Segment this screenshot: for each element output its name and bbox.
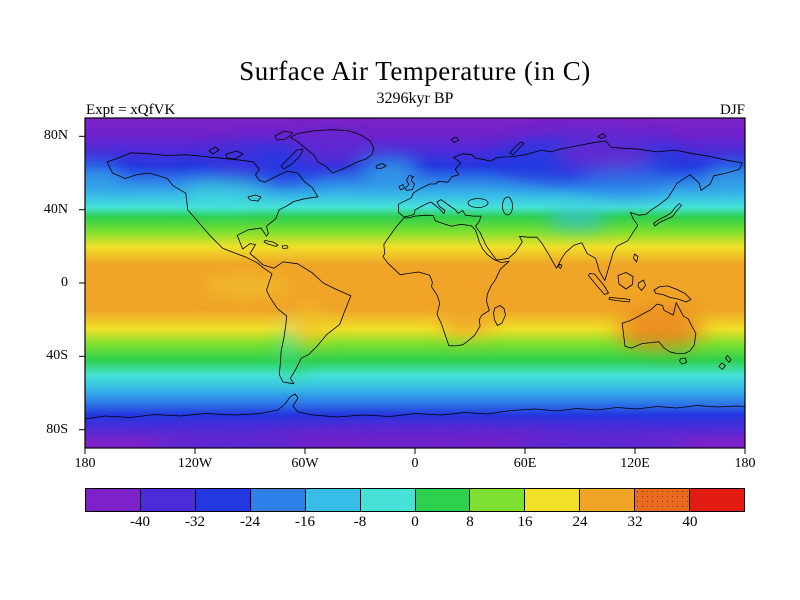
colorbar-tick-label: 0: [411, 514, 419, 530]
black-sea-outline: [467, 198, 489, 208]
latitude-axis: 80N 40N 0 40S 80S: [0, 118, 78, 448]
latitude-tick-label: 40N: [43, 202, 68, 217]
java-coastline: [608, 297, 631, 303]
colorbar-cell: [525, 489, 581, 511]
temperature-field: [85, 118, 745, 448]
victoria-island-coastline: [225, 150, 244, 160]
australia-coastline: [621, 302, 697, 354]
colorbar-cell: [580, 489, 636, 511]
novaya-zemlya-coastline: [509, 141, 525, 156]
colorbar-cell: [690, 489, 745, 511]
experiment-label: Expt = xQfVK: [86, 102, 176, 118]
new-zealand-south-coastline: [718, 362, 726, 370]
longitude-tick-label: 180: [734, 456, 756, 471]
world-map-svg: [79, 117, 746, 454]
colorbar-cell: [250, 489, 306, 511]
colorbar-cell: [86, 489, 141, 511]
americas-coastline: [106, 152, 352, 385]
season-label: DJF: [719, 102, 745, 118]
great-lakes-outline: [247, 194, 262, 202]
cuba-coastline: [263, 240, 279, 247]
severnaya-zemlya-coastline: [597, 133, 607, 139]
caspian-sea-outline: [502, 196, 513, 216]
eurasia-coastline: [398, 140, 743, 281]
colorbar-tick-label: 32: [627, 514, 643, 530]
longitude-tick-label: 0: [411, 456, 419, 471]
latitude-tick-label: 80N: [43, 128, 68, 143]
longitude-tick-label: 120E: [620, 456, 650, 471]
longitude-tick-label: 60E: [513, 456, 537, 471]
map-area: [77, 116, 753, 456]
map-frame: [84, 117, 746, 449]
ellesmere-island-coastline: [274, 130, 294, 141]
hispaniola-coastline: [281, 245, 289, 249]
sulawesi-coastline: [637, 279, 646, 291]
britain-coastline: [405, 175, 415, 191]
new-zealand-north-coastline: [725, 355, 732, 363]
philippines-coastline: [633, 253, 639, 263]
longitude-tick-label: 120W: [177, 456, 213, 471]
colorbar-tick-label: -8: [353, 514, 367, 530]
colorbar-axis: -40 -32 -24 -16 -8 0 8 16 24 32 40: [85, 514, 745, 534]
colorbar-cell: [305, 489, 361, 511]
ireland-coastline: [398, 184, 405, 191]
longitude-tick-label: 60W: [291, 456, 319, 471]
colorbar: [85, 488, 745, 512]
colorbar-tick-label: -16: [295, 514, 315, 530]
chart-subtitle: 3296kyr BP: [376, 90, 454, 107]
greenland-coastline: [289, 129, 375, 174]
latitude-tick-label: 80S: [46, 422, 68, 437]
borneo-coastline: [617, 272, 634, 290]
sumatra-coastline: [588, 273, 609, 295]
colorbar-tick-label: 16: [517, 514, 533, 530]
colorbar-cell: [415, 489, 471, 511]
africa-coastline: [382, 214, 510, 347]
axis-ticks: [79, 135, 746, 454]
madagascar-coastline: [493, 305, 506, 326]
svalbard-coastline: [450, 136, 460, 143]
colorbar-tick-label: -32: [185, 514, 205, 530]
iceland-coastline: [375, 163, 387, 169]
new-guinea-coastline: [653, 285, 692, 303]
banks-island-coastline: [208, 146, 220, 155]
colorbar-tick-label: 24: [572, 514, 588, 530]
japan-coastline: [653, 203, 682, 227]
colorbar-cell: [635, 489, 691, 511]
coastlines: [85, 129, 745, 420]
longitude-axis: 180 120W 60W 0 60E 120E 180: [75, 456, 756, 474]
colorbar-tick-label: -24: [240, 514, 260, 530]
colorbar-cell: [195, 489, 251, 511]
antarctica-coastline: [85, 393, 745, 420]
colorbar-cell: [470, 489, 526, 511]
latitude-tick-label: 40S: [46, 348, 68, 363]
colorbar-tick-label: 8: [466, 514, 474, 530]
baffin-island-coastline: [280, 148, 304, 170]
chart-title: Surface Air Temperature (in C): [239, 56, 591, 86]
longitude-tick-label: 180: [74, 456, 96, 471]
colorbar-tick-label: -40: [130, 514, 150, 530]
latitude-tick-label: 0: [61, 275, 68, 290]
sri-lanka-coastline: [558, 263, 563, 269]
colorbar-cell: [360, 489, 416, 511]
colorbar-cell: [140, 489, 196, 511]
tasmania-coastline: [679, 357, 687, 365]
colorbar-tick-label: 40: [682, 514, 698, 530]
